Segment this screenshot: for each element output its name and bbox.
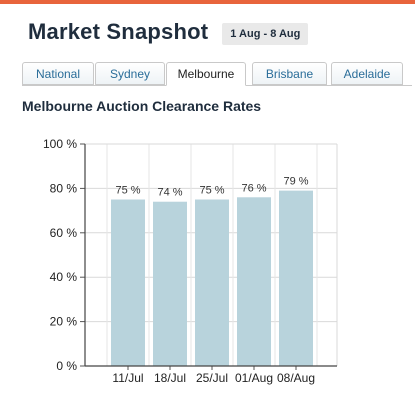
data-label: 76 % [241, 182, 266, 194]
bar [153, 201, 187, 366]
y-tick-label: 0 % [56, 359, 77, 373]
header: Market Snapshot 1 Aug - 8 Aug [28, 16, 309, 48]
x-tick-label: 11/Jul [112, 371, 143, 385]
tab-melbourne[interactable]: Melbourne [166, 62, 246, 86]
x-tick-label: 08/Aug [277, 371, 315, 385]
tab-national[interactable]: National [22, 62, 94, 85]
x-tick-label: 01/Aug [235, 371, 273, 385]
tab-brisbane[interactable]: Brisbane [252, 62, 327, 85]
y-tick-label: 100 % [43, 137, 77, 151]
data-label: 75 % [199, 185, 224, 197]
city-tabs: National Sydney Melbourne Brisbane Adela… [22, 62, 412, 86]
bar [195, 199, 229, 366]
date-range-badge: 1 Aug - 8 Aug [222, 23, 309, 45]
data-label: 79 % [283, 176, 308, 188]
chart-title: Melbourne Auction Clearance Rates [22, 98, 262, 114]
data-label: 74 % [157, 187, 182, 199]
bar [279, 190, 313, 366]
y-tick-label: 60 % [50, 226, 78, 240]
bar [111, 199, 145, 366]
x-tick-label: 18/Jul [154, 371, 186, 385]
data-label: 75 % [115, 185, 140, 197]
y-tick-label: 40 % [50, 270, 78, 284]
y-tick-label: 80 % [50, 181, 78, 195]
bar [237, 197, 271, 366]
tab-adelaide[interactable]: Adelaide [331, 62, 403, 85]
y-tick-label: 20 % [50, 315, 78, 329]
page-title: Market Snapshot [28, 19, 209, 44]
tab-sydney[interactable]: Sydney [95, 62, 165, 85]
clearance-rate-chart: 0 % 20 % 40 % 60 % 80 % 100 % 75 % 11/Jul 74 % 18… [43, 137, 338, 385]
top-accent-rule [0, 0, 415, 4]
x-tick-label: 25/Jul [196, 371, 228, 385]
